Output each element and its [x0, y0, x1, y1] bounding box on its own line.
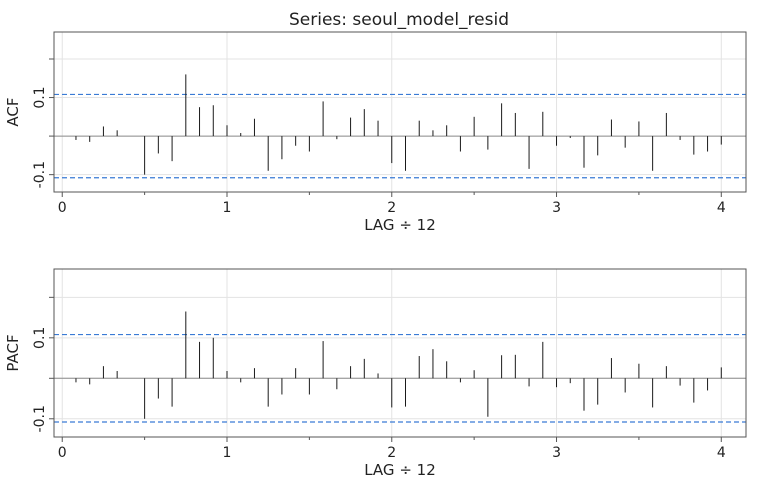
pacf-x-tick-label: 0	[58, 445, 67, 461]
acf-x-tick-label: 4	[717, 200, 726, 216]
acf-x-axis-label: LAG ÷ 12	[364, 216, 436, 234]
acf-y-tick-label: -0.1	[32, 161, 48, 188]
acf-y-axis-label: ACF	[4, 97, 22, 126]
pacf-y-tick-label: 0.1	[32, 327, 48, 349]
acf-plot-frame	[53, 31, 747, 193]
pacf-y-tick-label: -0.1	[32, 405, 48, 432]
pacf-y-axis-label: PACF	[4, 334, 22, 371]
pacf-x-tick-label: 3	[552, 445, 561, 461]
acf-y-tick-label: 0.1	[32, 86, 48, 108]
pacf-x-tick-label: 4	[717, 445, 726, 461]
chart-title: Series: seoul_model_resid	[289, 10, 509, 30]
pacf-x-tick-label: 2	[387, 445, 396, 461]
pacf-x-tick-label: 1	[223, 445, 232, 461]
acf-panel: 0 1 2 3 4 -0.1 0.1 ACF LAG ÷ 12	[4, 31, 747, 234]
acf-x-tick-label: 3	[552, 200, 561, 216]
pacf-x-axis-label: LAG ÷ 12	[364, 461, 436, 479]
acf-x-tick-label: 1	[223, 200, 232, 216]
pacf-panel: 0 1 2 3 4 -0.1 0.1 PACF LAG ÷ 12	[4, 268, 747, 479]
acf-x-tick-label: 2	[387, 200, 396, 216]
pacf-plot-frame	[53, 268, 747, 438]
acf-x-tick-label: 0	[58, 200, 67, 216]
